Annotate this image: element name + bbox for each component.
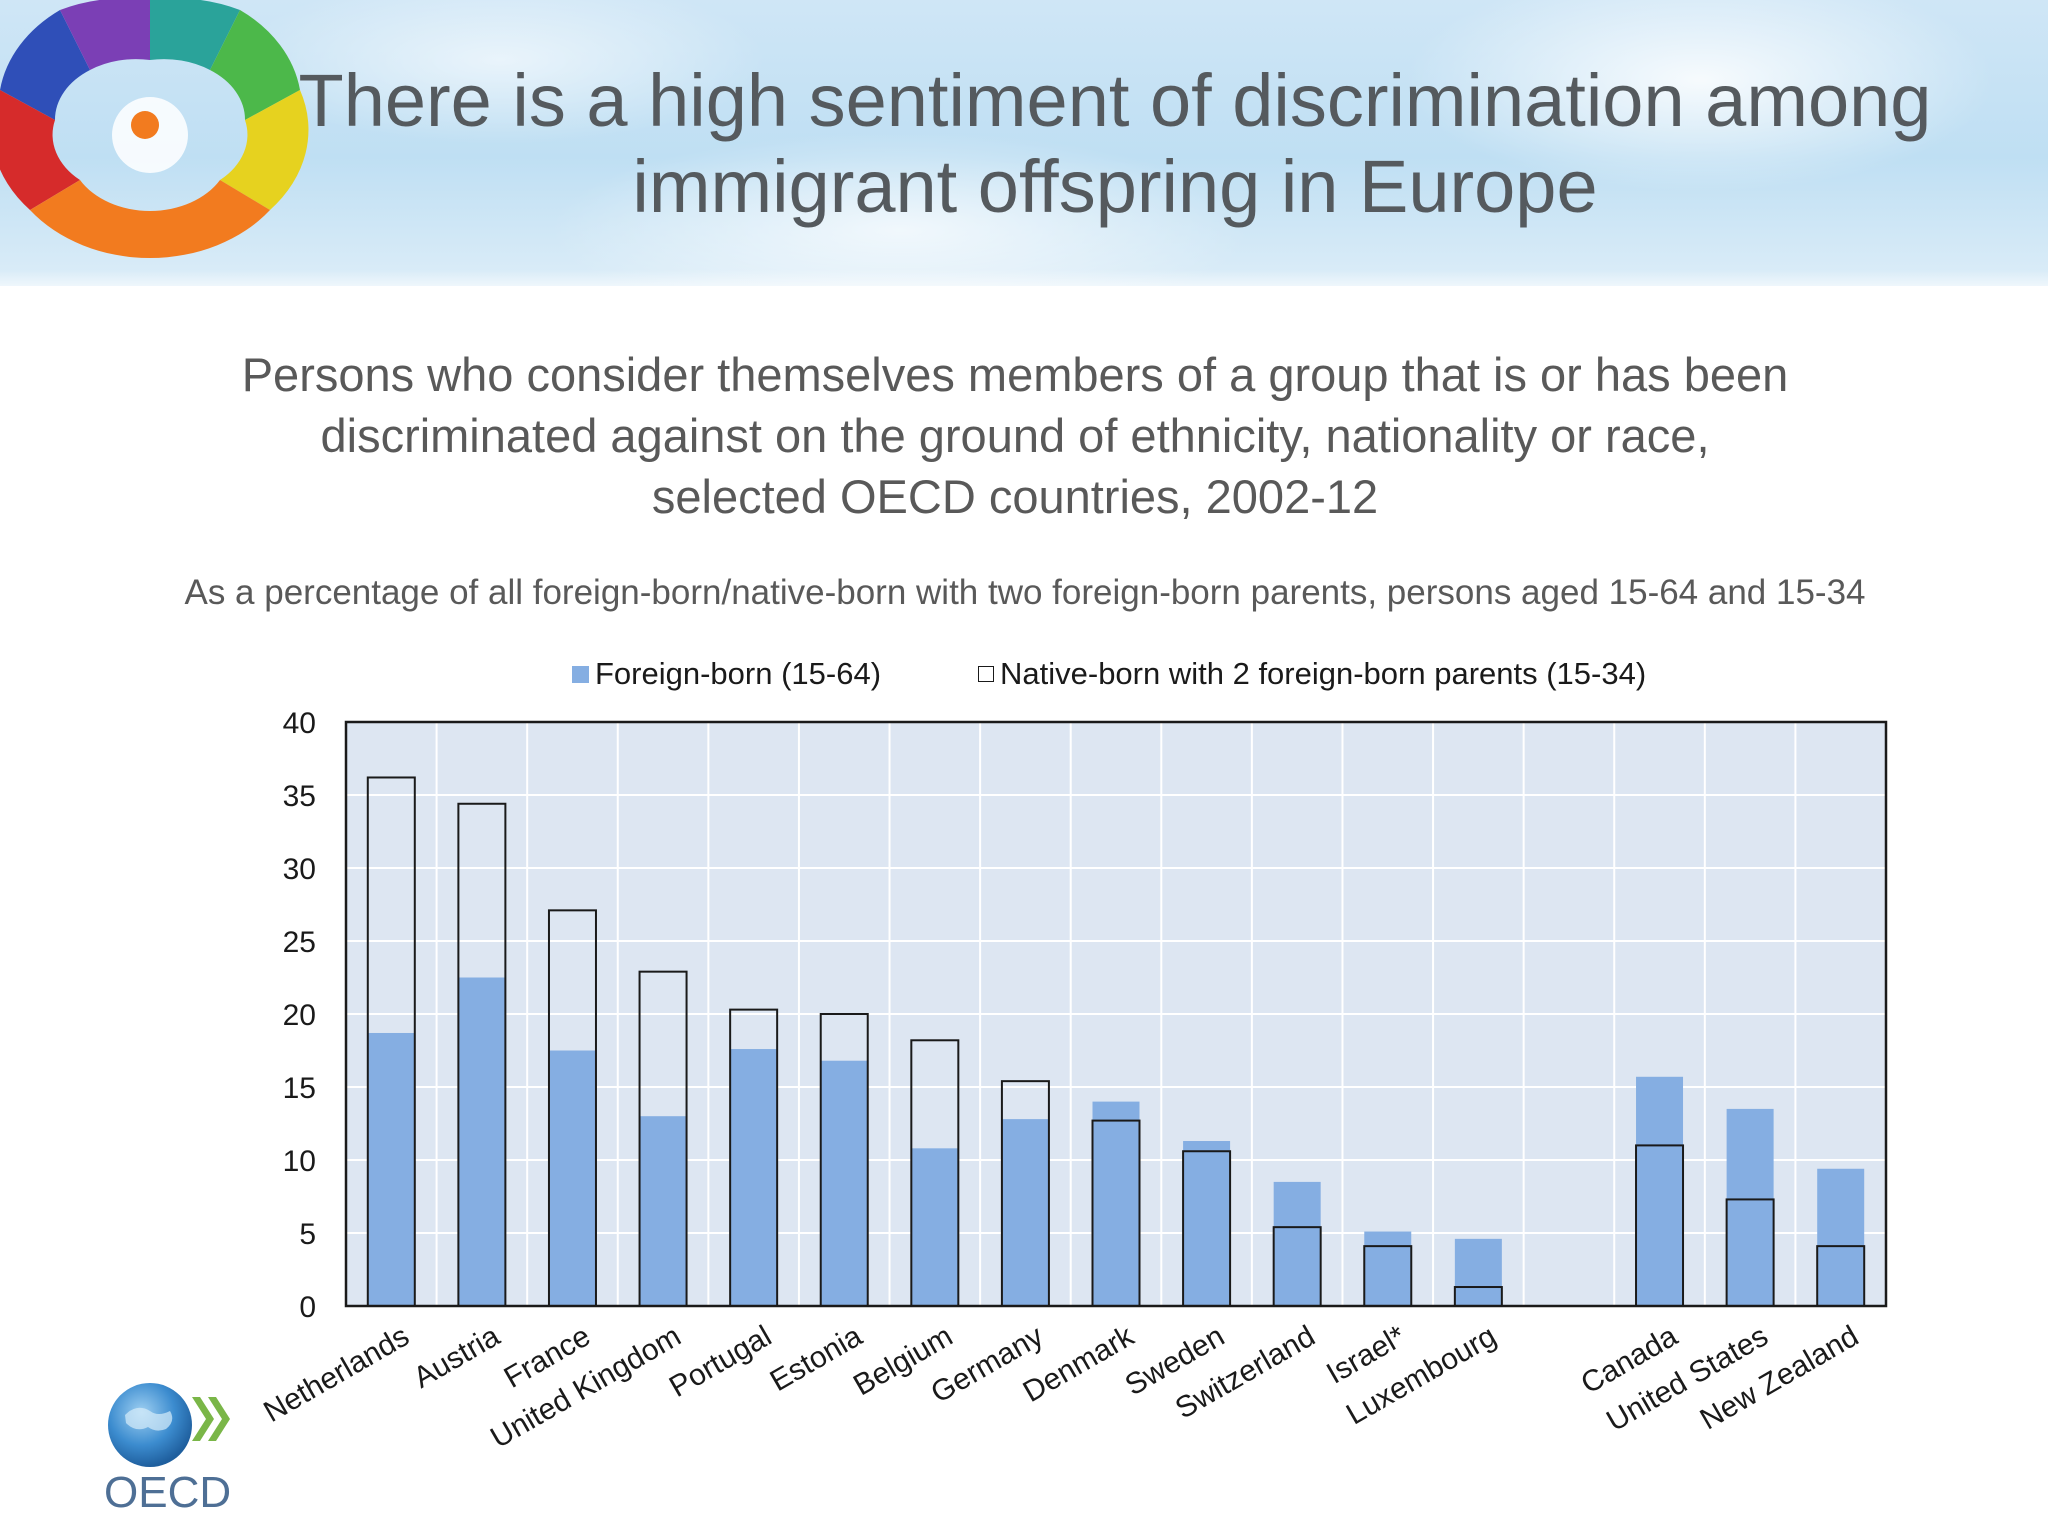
bar-foreign-born (1273, 1181, 1321, 1306)
bar-foreign-born (1726, 1108, 1774, 1306)
x-tick-label: Austria (408, 1319, 506, 1394)
oecd-logo: OECD (104, 1383, 231, 1515)
y-tick-label: 20 (283, 999, 316, 1032)
puzzle-people-logo (0, 0, 309, 258)
chart-subtitle: Persons who consider themselves members … (120, 344, 1910, 527)
legend-item-native: Native-born with 2 foreign-born parents … (978, 656, 1646, 692)
plot-frame (344, 720, 1888, 1308)
bar-foreign-born (820, 1060, 868, 1306)
y-tick-label: 10 (283, 1145, 316, 1178)
bar-foreign-born (639, 1116, 687, 1306)
y-tick-label: 40 (283, 707, 316, 740)
legend-label-foreign: Foreign-born (15-64) (595, 656, 882, 691)
subtitle-line-3: selected OECD countries, 2002-12 (651, 470, 1379, 523)
x-tick-label: Portugal (664, 1319, 777, 1403)
bar-foreign-born (1454, 1238, 1502, 1306)
bar-foreign-born (1817, 1168, 1865, 1306)
bar-foreign-born (1636, 1076, 1684, 1306)
page-title: There is a high sentiment of discriminat… (280, 58, 1950, 230)
bar-foreign-born (548, 1050, 596, 1306)
y-tick-label: 0 (299, 1291, 316, 1324)
header-banner (0, 0, 2048, 286)
bar-foreign-born (367, 1032, 415, 1306)
legend-item-foreign: Foreign-born (15-64) (572, 656, 881, 692)
x-tick-label: Netherlands (258, 1319, 415, 1428)
y-tick-label: 25 (283, 926, 316, 959)
legend-swatch-native (978, 666, 994, 682)
chevron-icon (192, 1397, 214, 1441)
y-tick-label: 5 (299, 1218, 316, 1251)
chart-note: As a percentage of all foreign-born/nati… (184, 573, 1866, 612)
banner-fade (0, 270, 2048, 300)
title-line-2: immigrant offspring in Europe (632, 145, 1598, 228)
bar-foreign-born (911, 1148, 959, 1306)
y-tick-label: 35 (283, 780, 316, 813)
title-line-1: There is a high sentiment of discriminat… (298, 59, 1932, 142)
bar-foreign-born (1364, 1231, 1412, 1306)
bar-foreign-born (458, 977, 506, 1306)
bar-foreign-born (1183, 1141, 1231, 1306)
x-tick-label: Estonia (765, 1319, 868, 1398)
y-tick-label: 30 (283, 853, 316, 886)
oecd-logo-text: OECD (104, 1468, 231, 1515)
legend-swatch-foreign (572, 665, 589, 683)
bar-foreign-born (1092, 1101, 1140, 1306)
bar-foreign-born (1001, 1119, 1049, 1306)
bar-foreign-born (730, 1049, 778, 1306)
y-tick-label: 15 (283, 1072, 316, 1105)
legend-label-native: Native-born with 2 foreign-born parents … (1000, 656, 1647, 691)
subtitle-line-2: discriminated against on the ground of e… (320, 409, 1710, 462)
subtitle-line-1: Persons who consider themselves members … (241, 348, 1789, 401)
